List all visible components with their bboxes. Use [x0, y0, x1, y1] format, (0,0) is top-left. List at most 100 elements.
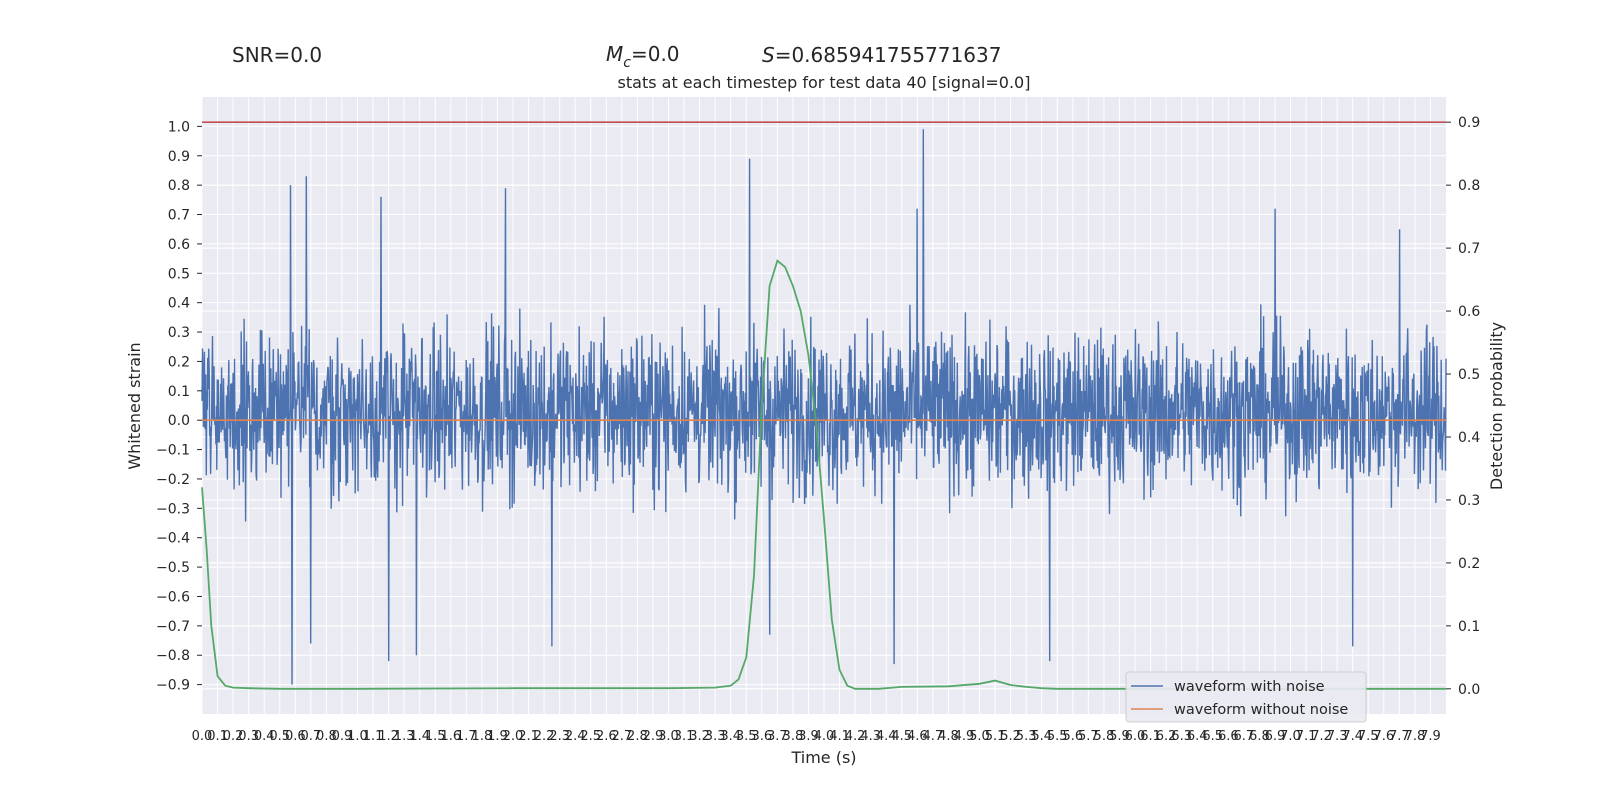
x-tick-label-49: 4.9: [954, 729, 975, 744]
x-tick-label-22: 2.2: [534, 729, 555, 744]
x-tick-label-67: 6.7: [1234, 729, 1255, 744]
x-tick-label-55: 5.5: [1047, 729, 1068, 744]
x-tick-label-3: 0.3: [238, 729, 259, 744]
x-tick-label-63: 6.3: [1171, 729, 1192, 744]
x-tick-label-57: 5.7: [1078, 729, 1099, 744]
x-tick-label-29: 2.9: [643, 729, 664, 744]
x-tick-label-41: 4.1: [829, 729, 850, 744]
x-axis-ticks: 0.00.10.20.30.40.50.60.70.80.91.01.11.21…: [192, 729, 1441, 744]
chirp-mass-subscript: c: [623, 55, 631, 71]
x-tick-label-48: 4.8: [938, 729, 959, 744]
x-tick-label-14: 1.4: [409, 729, 430, 744]
x-tick-label-35: 3.5: [736, 729, 757, 744]
x-tick-label-77: 7.7: [1389, 729, 1410, 744]
detection-probability-line: [201, 259, 1446, 690]
left-tick-label-16: 0.7: [168, 208, 190, 224]
x-tick-label-2: 0.2: [223, 729, 244, 744]
x-tick-label-62: 6.2: [1156, 729, 1177, 744]
x-tick-label-76: 7.6: [1373, 729, 1394, 744]
right-tick-label-5: 0.5: [1458, 367, 1480, 383]
left-tick-label-7: −0.2: [156, 472, 190, 488]
x-tick-label-4: 0.4: [254, 729, 275, 744]
x-tick-label-46: 4.6: [907, 729, 928, 744]
legend-label-noise: waveform with noise: [1174, 679, 1325, 695]
x-tick-label-18: 1.8: [472, 729, 493, 744]
x-tick-label-44: 4.4: [876, 729, 897, 744]
x-tick-label-33: 3.3: [705, 729, 726, 744]
x-tick-label-9: 0.9: [332, 729, 353, 744]
x-tick-label-6: 0.6: [285, 729, 306, 744]
right-axis-label: Detection probability: [1487, 322, 1506, 490]
legend: waveform with noise waveform without noi…: [1125, 671, 1367, 723]
score-label: S=0.685941755771637: [762, 43, 1001, 67]
x-tick-label-58: 5.8: [1094, 729, 1115, 744]
noise-waveform: [201, 129, 1447, 685]
left-tick-label-10: 0.1: [168, 384, 190, 400]
x-axis-label: Time (s): [790, 748, 856, 767]
x-tick-label-25: 2.5: [580, 729, 601, 744]
x-tick-label-1: 0.1: [207, 729, 228, 744]
x-tick-label-72: 7.2: [1311, 729, 1332, 744]
right-tick-label-0: 0.0: [1458, 682, 1480, 698]
x-tick-label-56: 5.6: [1062, 729, 1083, 744]
x-tick-label-13: 1.3: [394, 729, 415, 744]
x-tick-label-59: 5.9: [1109, 729, 1130, 744]
x-tick-label-68: 6.8: [1249, 729, 1270, 744]
left-tick-label-14: 0.5: [168, 266, 190, 282]
x-tick-label-8: 0.8: [316, 729, 337, 744]
x-tick-label-20: 2.0: [503, 729, 524, 744]
x-tick-label-17: 1.7: [456, 729, 477, 744]
x-tick-label-79: 7.9: [1420, 729, 1441, 744]
left-tick-label-15: 0.6: [168, 237, 190, 253]
x-tick-label-31: 3.1: [674, 729, 695, 744]
x-tick-label-75: 7.5: [1358, 729, 1379, 744]
x-tick-label-54: 5.4: [1031, 729, 1052, 744]
x-tick-label-0: 0.0: [192, 729, 213, 744]
left-tick-label-1: −0.8: [156, 648, 190, 664]
x-tick-label-10: 1.0: [347, 729, 368, 744]
left-tick-label-6: −0.3: [156, 501, 190, 517]
left-tick-label-9: 0.0: [168, 413, 190, 429]
legend-box: [1125, 671, 1367, 723]
left-tick-label-4: −0.5: [156, 560, 190, 576]
left-tick-label-5: −0.4: [156, 531, 190, 547]
x-tick-label-27: 2.7: [612, 729, 633, 744]
right-tick-label-6: 0.6: [1458, 304, 1480, 320]
x-tick-label-61: 6.1: [1140, 729, 1161, 744]
x-tick-label-30: 3.0: [658, 729, 679, 744]
left-tick-label-3: −0.6: [156, 589, 190, 605]
right-tick-label-3: 0.3: [1458, 493, 1480, 509]
chirp-mass-symbol: M: [606, 42, 623, 66]
snr-label: SNR=0.0: [232, 43, 322, 67]
left-axis-ticks: −0.9 −0.8 −0.7 −0.6 −0.5 −0.4 −0.3 −0.2 −0.1 0.0 0…: [156, 119, 202, 694]
x-tick-label-5: 0.5: [269, 729, 290, 744]
x-tick-label-16: 1.6: [440, 729, 461, 744]
x-tick-label-64: 6.4: [1187, 729, 1208, 744]
score-value: =0.685941755771637: [775, 43, 1002, 67]
noise-waveform-line: [201, 129, 1447, 685]
right-tick-label-7: 0.7: [1458, 241, 1480, 257]
x-tick-label-36: 3.6: [751, 729, 772, 744]
x-tick-label-23: 2.3: [549, 729, 570, 744]
x-tick-label-51: 5.1: [985, 729, 1006, 744]
series-lines: [201, 121, 1446, 690]
x-tick-label-73: 7.3: [1327, 729, 1348, 744]
left-tick-label-17: 0.8: [168, 178, 190, 194]
legend-label-clean: waveform without noise: [1174, 702, 1348, 718]
right-axis-ticks: 0.0 0.1 0.2 0.3 0.4 0.5 0.6 0.7 0.8 0.9: [1446, 115, 1480, 698]
x-tick-label-60: 6.0: [1125, 729, 1146, 744]
right-tick-label-1: 0.1: [1458, 619, 1480, 635]
left-tick-label-12: 0.3: [168, 325, 190, 341]
left-tick-label-18: 0.9: [168, 149, 190, 165]
x-tick-label-21: 2.1: [518, 729, 539, 744]
x-tick-label-15: 1.5: [425, 729, 446, 744]
x-tick-label-39: 3.9: [798, 729, 819, 744]
left-tick-label-0: −0.9: [156, 678, 190, 694]
x-tick-label-47: 4.7: [923, 729, 944, 744]
x-tick-label-37: 3.7: [767, 729, 788, 744]
chirp-mass-value: =0.0: [631, 42, 680, 66]
x-tick-label-34: 3.4: [720, 729, 741, 744]
x-tick-label-43: 4.3: [860, 729, 881, 744]
x-tick-label-52: 5.2: [1000, 729, 1021, 744]
